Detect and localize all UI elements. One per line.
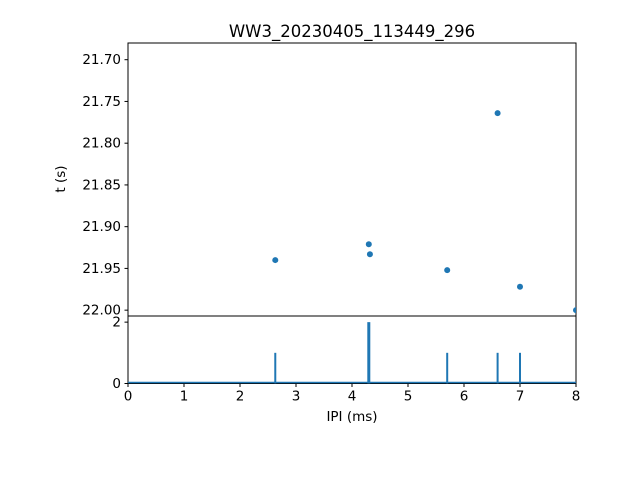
- y-tick-label: 21.80: [82, 136, 121, 152]
- scatter-point: [573, 307, 576, 314]
- y-tick-label: 21.85: [82, 177, 121, 193]
- x-tick-label: 2: [236, 389, 245, 405]
- scatter-point: [272, 257, 279, 264]
- y-axis-label: t (s): [53, 165, 69, 192]
- x-tick-label: 3: [292, 389, 301, 405]
- x-axis-label: IPI (ms): [326, 409, 377, 425]
- y-tick-label: 0: [112, 376, 121, 392]
- hist-axes: 0 2 0 1 2 3 4 5 6 7 8: [112, 315, 580, 405]
- scatter-series: [272, 110, 576, 314]
- x-tick-label: 1: [180, 389, 189, 405]
- scatter-point: [517, 283, 523, 290]
- scatter-point: [365, 241, 372, 248]
- x-tick-label: 4: [348, 389, 357, 405]
- y-tick-label: 21.90: [82, 219, 121, 235]
- y-tick-label: 21.75: [82, 94, 121, 110]
- y-tick-label: 21.95: [82, 261, 121, 277]
- x-tick-label: 6: [460, 389, 469, 405]
- scatter-point: [444, 267, 451, 274]
- scatter-point: [366, 251, 373, 258]
- x-tick-label: 0: [124, 389, 133, 405]
- x-tick-label: 7: [516, 389, 525, 405]
- hist-series: [128, 322, 576, 384]
- chart-title: WW3_20230405_113449_296: [229, 22, 475, 42]
- axes-spine: [127, 42, 577, 317]
- axes-spine: [127, 315, 577, 384]
- scatter-point: [494, 110, 501, 117]
- x-tick-label: 8: [572, 389, 581, 405]
- scatter-axes: 21.70 21.75 21.80 21.85 21.90 21.95 22.00: [82, 42, 577, 319]
- y-tick-label: 22.00: [82, 303, 121, 319]
- x-tick-label: 5: [404, 389, 413, 405]
- y-tick-label: 21.70: [82, 52, 121, 68]
- y-tick-label: 2: [112, 315, 121, 331]
